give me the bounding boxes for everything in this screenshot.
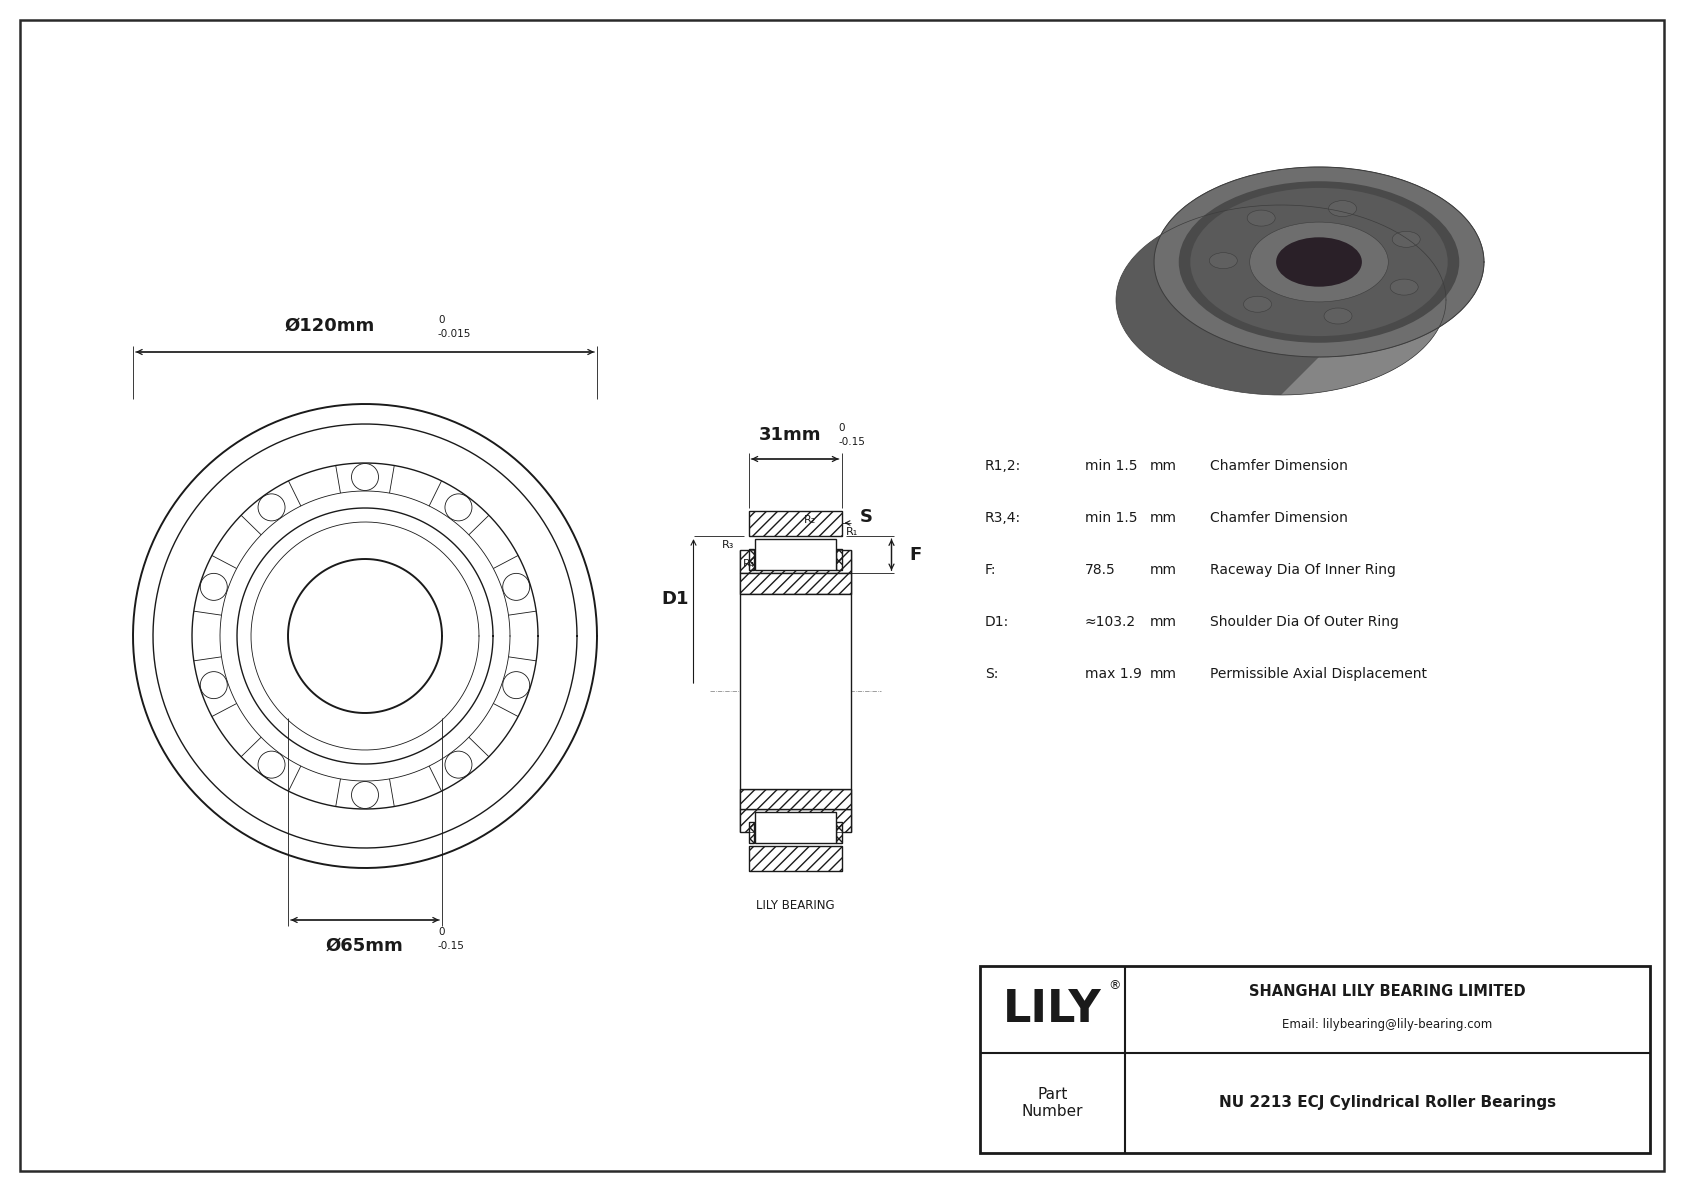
Text: -0.15: -0.15 [839,437,866,447]
Text: R₃: R₃ [722,540,734,550]
Text: R₄: R₄ [743,560,754,569]
Text: S: S [859,509,872,526]
Text: 78.5: 78.5 [1084,563,1116,576]
Text: D1:: D1: [985,615,1009,629]
Ellipse shape [1250,222,1388,301]
Bar [739,593,850,788]
Polygon shape [748,511,842,536]
Text: mm: mm [1150,459,1177,473]
Polygon shape [739,788,850,809]
Text: R1,2:: R1,2: [985,459,1021,473]
Text: R₂: R₂ [803,516,815,525]
Ellipse shape [1324,308,1352,324]
Ellipse shape [1191,188,1448,336]
Polygon shape [835,549,842,570]
Text: 0: 0 [438,314,445,325]
Ellipse shape [1329,200,1357,217]
Text: min 1.5: min 1.5 [1084,511,1137,525]
Text: 0: 0 [839,423,844,434]
Text: min 1.5: min 1.5 [1084,459,1137,473]
Text: mm: mm [1150,667,1177,681]
Polygon shape [748,822,754,843]
Text: SHANGHAI LILY BEARING LIMITED: SHANGHAI LILY BEARING LIMITED [1250,984,1526,999]
Ellipse shape [1116,205,1447,395]
Text: Part
Number: Part Number [1022,1087,1083,1120]
Polygon shape [1282,167,1484,395]
Polygon shape [748,846,842,871]
Text: NU 2213 ECJ Cylindrical Roller Bearings: NU 2213 ECJ Cylindrical Roller Bearings [1219,1096,1556,1110]
Text: mm: mm [1150,511,1177,525]
Text: S:: S: [985,667,999,681]
Text: R3,4:: R3,4: [985,511,1021,525]
Text: Ø120mm: Ø120mm [285,317,376,335]
Text: F: F [909,545,921,563]
Text: 0: 0 [438,927,445,937]
Text: -0.015: -0.015 [438,329,472,339]
Text: F:: F: [985,563,997,576]
Text: Raceway Dia Of Inner Ring: Raceway Dia Of Inner Ring [1211,563,1396,576]
Bar [754,540,835,570]
Polygon shape [739,573,850,593]
Ellipse shape [1391,279,1418,295]
Polygon shape [748,549,754,570]
Ellipse shape [1248,210,1275,226]
Text: Chamfer Dimension: Chamfer Dimension [1211,459,1347,473]
Bar [754,812,835,843]
Bar [980,966,1650,1153]
Text: LILY: LILY [1004,989,1101,1031]
Text: mm: mm [1150,615,1177,629]
Text: ®: ® [1108,979,1122,992]
Text: max 1.9: max 1.9 [1084,667,1142,681]
Text: Chamfer Dimension: Chamfer Dimension [1211,511,1347,525]
Text: Permissible Axial Displacement: Permissible Axial Displacement [1211,667,1426,681]
Text: 31mm: 31mm [759,426,822,444]
Polygon shape [739,809,850,833]
Text: R₁: R₁ [845,528,857,537]
Text: D1: D1 [662,590,689,607]
Ellipse shape [1209,252,1238,269]
Ellipse shape [1154,167,1484,357]
Ellipse shape [1179,181,1460,343]
Text: Ø65mm: Ø65mm [327,937,404,955]
Polygon shape [835,822,842,843]
Ellipse shape [1276,237,1362,287]
Text: -0.15: -0.15 [438,941,465,950]
Ellipse shape [1243,297,1271,312]
Polygon shape [739,550,850,573]
Text: LILY BEARING: LILY BEARING [756,899,834,912]
Text: mm: mm [1150,563,1177,576]
Text: Email: lilybearing@lily-bearing.com: Email: lilybearing@lily-bearing.com [1283,1018,1492,1031]
Text: ≈103.2: ≈103.2 [1084,615,1137,629]
Text: Shoulder Dia Of Outer Ring: Shoulder Dia Of Outer Ring [1211,615,1399,629]
Ellipse shape [1393,231,1420,248]
